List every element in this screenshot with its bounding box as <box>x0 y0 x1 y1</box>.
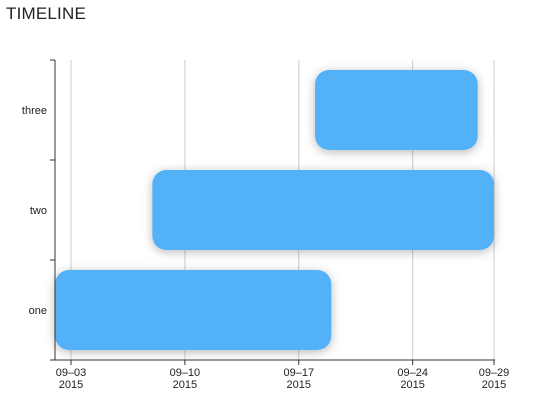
x-tick-label: 09–03 <box>56 367 87 379</box>
x-tick-year-label: 2015 <box>59 379 83 391</box>
x-tick-label: 09–24 <box>397 367 428 379</box>
x-tick-label: 09–17 <box>283 367 314 379</box>
timeline-bar-two <box>152 170 494 250</box>
x-tick-label: 09–29 <box>479 367 510 379</box>
x-tick-label: 09–10 <box>170 367 201 379</box>
x-tick-year-label: 2015 <box>287 379 311 391</box>
x-tick-year-label: 2015 <box>173 379 197 391</box>
y-tick-label: three <box>22 105 47 117</box>
y-tick-label: two <box>30 205 47 217</box>
x-tick-year-label: 2015 <box>482 379 506 391</box>
y-tick-label: one <box>29 305 47 317</box>
bars <box>55 70 494 350</box>
axes: onetwothree09–03201509–10201509–17201509… <box>22 59 510 391</box>
timeline-bar-three <box>315 70 478 150</box>
chart-title: TIMELINE <box>6 4 87 23</box>
timeline-bar-one <box>55 270 332 350</box>
x-tick-year-label: 2015 <box>400 379 424 391</box>
